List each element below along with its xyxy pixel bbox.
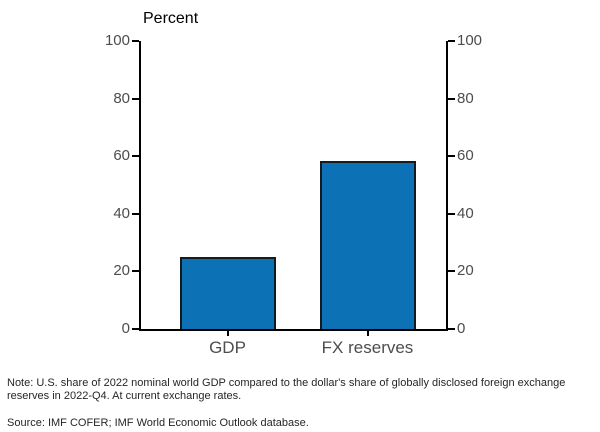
y-axis-tick-left: [132, 328, 139, 330]
y-axis-tick-left: [132, 97, 139, 100]
y-axis-tick-label-left: 0: [121, 320, 130, 337]
footnotes: Note: U.S. share of 2022 nominal world G…: [7, 377, 595, 430]
y-axis-tick-label-right: 100: [457, 32, 483, 49]
y-axis-tick-left: [132, 270, 139, 273]
x-axis-tick-gdp: [226, 331, 229, 336]
bar-gdp: [179, 257, 276, 329]
x-axis-label-fx-reserves: FX reserves: [321, 338, 414, 357]
y-axis-tick-right: [448, 40, 455, 42]
y-axis-tick-left: [132, 155, 139, 158]
y-axis-tick-label-right: 0: [457, 320, 466, 337]
y-axis-tick-left: [132, 212, 139, 215]
x-axis-label-gdp: GDP: [209, 338, 246, 357]
note-text: Note: U.S. share of 2022 nominal world G…: [7, 377, 566, 402]
x-axis-tick-fx-reserves: [366, 331, 369, 336]
y-axis-tick-label-right: 20: [457, 262, 474, 280]
bar-fx-reserves: [319, 160, 416, 329]
y-axis-tick-label-right: 40: [457, 204, 474, 222]
chart-title: Percent: [143, 10, 199, 27]
y-axis-tick-left: [132, 40, 139, 42]
y-axis-tick-label-left: 20: [113, 262, 130, 280]
y-axis-tick-right: [448, 97, 455, 100]
y-axis-tick-label-left: 100: [104, 32, 130, 49]
y-axis-tick-right: [448, 328, 455, 330]
y-axis-tick-label-right: 60: [457, 147, 474, 165]
source-text: Source: IMF COFER; IMF World Economic Ou…: [7, 417, 309, 429]
y-axis-tick-label-left: 80: [113, 89, 130, 107]
y-axis-tick-right: [448, 270, 455, 273]
y-axis-tick-label-right: 80: [457, 89, 474, 107]
plot-area: 0 0 20 20 40 40 60 60 80 80 100 100 GDP FX reserves: [105, 33, 482, 358]
y-axis-tick-right: [448, 212, 455, 215]
y-axis-tick-label-left: 60: [113, 147, 130, 165]
y-axis-tick-label-left: 40: [113, 204, 130, 222]
y-axis-tick-right: [448, 155, 455, 158]
